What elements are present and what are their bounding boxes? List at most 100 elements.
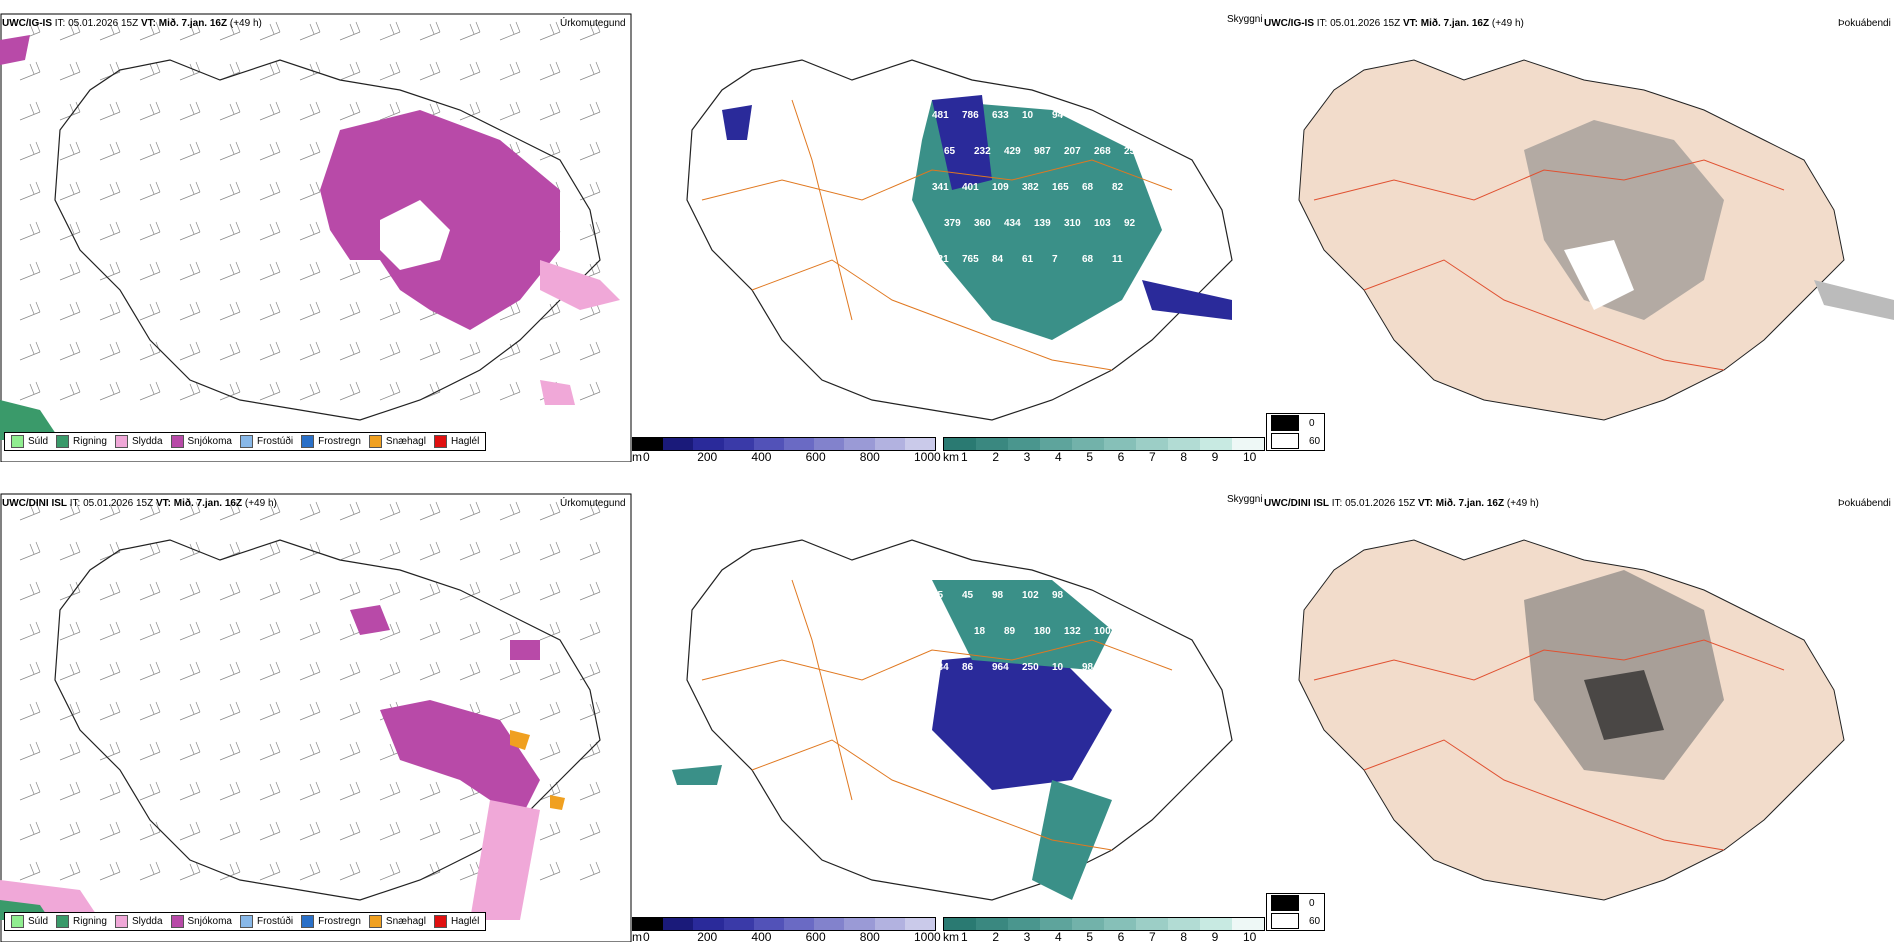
wind-barb: [579, 581, 601, 601]
colorbar-tick: 200: [697, 930, 718, 944]
wind-barb: [219, 101, 241, 121]
wind-barb: [259, 21, 281, 41]
legend-label: Frostregn: [318, 916, 361, 927]
wind-barb: [419, 781, 441, 801]
wind-barb: [259, 661, 281, 681]
wind-barb: [339, 101, 361, 121]
wind-barb: [499, 581, 521, 601]
legend-label: Súld: [28, 436, 49, 447]
wind-barb: [139, 181, 161, 201]
wind-barb: [259, 301, 281, 321]
wind-barb: [539, 541, 561, 561]
legend-label: Frostregn: [318, 436, 361, 447]
wind-barb: [339, 501, 361, 521]
wind-barb: [19, 861, 41, 881]
height-colorbar: [632, 917, 936, 931]
wind-barb: [339, 581, 361, 601]
wind-barb: [499, 341, 521, 361]
colorbar-tick: 200: [697, 450, 718, 464]
wind-barb: [539, 701, 561, 721]
wind-barb: [219, 581, 241, 601]
colorbar-tick: 800: [859, 930, 880, 944]
wind-barb: [179, 181, 201, 201]
wind-barb: [19, 661, 41, 681]
legend-item: Haglél: [433, 435, 479, 448]
visibility-value: 89: [1004, 626, 1016, 637]
wind-barb: [419, 541, 441, 561]
wind-barb: [19, 221, 41, 241]
visibility-panel-dini: 85 45 98 102 98 36 32 11 18 89 180 132 100 176 134 86 96…: [632, 480, 1264, 942]
wind-barb: [539, 581, 561, 601]
wind-barb: [579, 61, 601, 81]
legend-label: Rigning: [73, 916, 107, 927]
wind-barb: [539, 821, 561, 841]
wind-barb: [99, 301, 121, 321]
visibility-value: 18: [974, 626, 986, 637]
wind-barb: [219, 741, 241, 761]
wind-barb: [19, 581, 41, 601]
wind-barb: [219, 501, 241, 521]
wind-barb: [299, 781, 321, 801]
visibility-value: 250: [1022, 662, 1039, 673]
colorbar-tick: 3: [1023, 930, 1031, 944]
wind-barb: [299, 861, 321, 881]
vis-colorbar: [943, 917, 1265, 931]
wind-barb: [139, 701, 161, 721]
legend-label: Haglél: [450, 916, 480, 927]
wind-barb: [139, 541, 161, 561]
wind-barb: [219, 781, 241, 801]
wind-barb: [59, 61, 81, 81]
legend-swatch: [56, 435, 70, 448]
vis-colorbar: [943, 437, 1265, 451]
visibility-value: 429: [1004, 146, 1021, 157]
visibility-value: 98: [1052, 590, 1064, 601]
wind-barb: [19, 381, 41, 401]
panel-title: UWC/IG-IS IT: 05.01.2026 15Z VT: Mið. 7.…: [1264, 18, 1524, 29]
wind-barb: [339, 541, 361, 561]
wind-barb: [339, 381, 361, 401]
wind-barb: [379, 341, 401, 361]
wind-barb: [499, 101, 521, 121]
legend-label: Rigning: [73, 436, 107, 447]
wind-barb: [259, 61, 281, 81]
legend-label: Frostúði: [256, 436, 294, 447]
wind-barb: [219, 301, 241, 321]
precip-type-panel-igis: UWC/IG-IS IT: 05.01.2026 15Z VT: Mið. 7.…: [0, 0, 632, 462]
colorbar-tick: 10: [1243, 450, 1257, 464]
wind-barb: [59, 141, 81, 161]
wind-barb: [19, 101, 41, 121]
colorbar-tick: 0: [643, 930, 650, 944]
visibility-value: 134: [932, 662, 949, 673]
wind-barb: [419, 621, 441, 641]
wind-barb: [379, 301, 401, 321]
wind-barb: [299, 701, 321, 721]
wind-barb: [499, 301, 521, 321]
wind-barb: [259, 821, 281, 841]
colorbar-tick: 1: [961, 930, 968, 944]
wind-barb: [579, 101, 601, 121]
wind-barb: [339, 301, 361, 321]
wind-barb: [539, 861, 561, 881]
visibility-value: 434: [1004, 218, 1021, 229]
visibility-value: 100: [1094, 626, 1111, 637]
fog-legend: 0 60: [1266, 413, 1326, 451]
wind-barb: [259, 141, 281, 161]
wind-barb: [99, 821, 121, 841]
wind-barb: [459, 661, 481, 681]
wind-barb: [259, 221, 281, 241]
visibility-value: 65: [944, 146, 956, 157]
legend-swatch: [11, 915, 24, 928]
wind-barb: [379, 621, 401, 641]
colorbar-tick: 600: [805, 450, 826, 464]
wind-barb: [579, 341, 601, 361]
wind-barb: [99, 581, 121, 601]
precip-map: [0, 493, 632, 942]
wind-barb: [299, 61, 321, 81]
legend-item: Frostúði: [239, 435, 294, 448]
visibility-value: 61: [1022, 254, 1034, 265]
wind-barb: [139, 821, 161, 841]
wind-barb: [459, 101, 481, 121]
legend-label: Súld: [28, 916, 49, 927]
wind-barb: [59, 741, 81, 761]
wind-barb: [419, 501, 441, 521]
